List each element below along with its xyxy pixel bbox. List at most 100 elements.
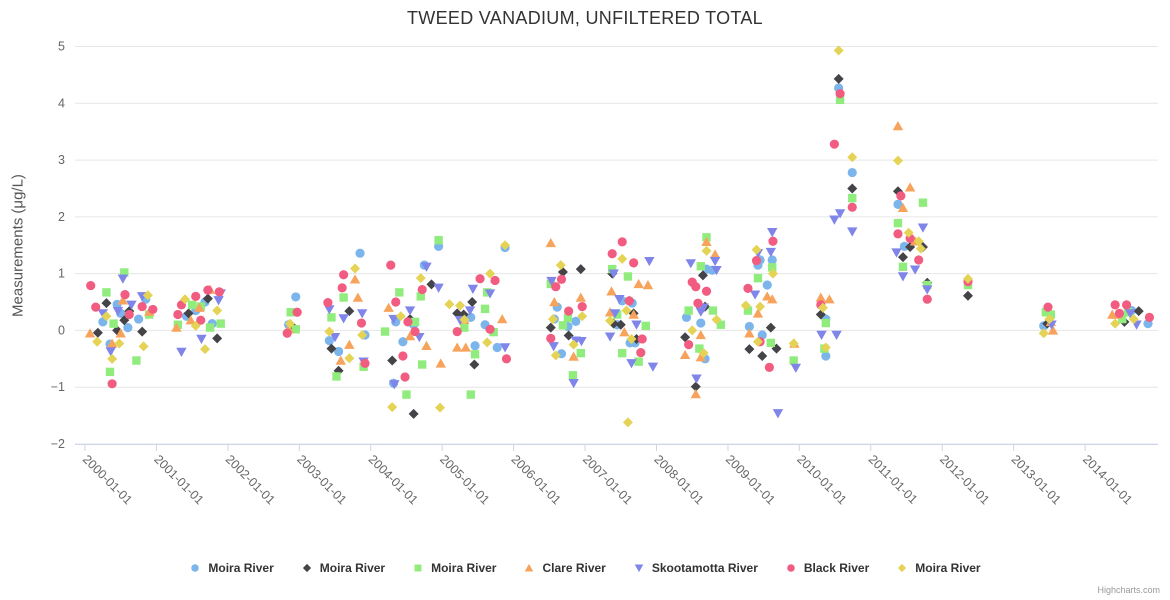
data-point[interactable] — [917, 223, 929, 233]
data-point[interactable] — [408, 408, 419, 419]
data-point[interactable] — [817, 302, 828, 313]
data-point[interactable] — [626, 359, 637, 369]
data-point[interactable] — [698, 348, 709, 359]
data-point[interactable] — [499, 343, 511, 353]
data-point[interactable] — [387, 402, 398, 413]
data-point[interactable] — [344, 306, 355, 317]
data-point[interactable] — [200, 344, 211, 355]
data-point[interactable] — [337, 283, 347, 293]
data-point[interactable] — [398, 337, 408, 347]
data-point[interactable] — [892, 121, 904, 131]
data-point[interactable] — [464, 306, 476, 316]
data-point[interactable] — [622, 417, 633, 428]
data-point[interactable] — [624, 296, 634, 306]
data-point[interactable] — [690, 381, 701, 392]
data-point[interactable] — [634, 564, 644, 573]
legend-item-5[interactable]: Skootamotta River — [633, 561, 758, 575]
data-point[interactable] — [684, 340, 694, 350]
data-point[interactable] — [117, 295, 129, 305]
data-point[interactable] — [816, 330, 827, 340]
data-point[interactable] — [558, 321, 568, 330]
data-point[interactable] — [636, 347, 646, 358]
data-point[interactable] — [137, 326, 148, 337]
data-point[interactable] — [685, 259, 696, 269]
data-point[interactable] — [1144, 312, 1155, 322]
data-point[interactable] — [324, 326, 335, 337]
data-point[interactable] — [350, 263, 361, 274]
data-point[interactable] — [329, 333, 341, 343]
data-point[interactable] — [546, 333, 556, 343]
data-point[interactable] — [709, 249, 721, 259]
data-point[interactable] — [897, 202, 909, 212]
data-point[interactable] — [767, 268, 778, 279]
data-point[interactable] — [86, 280, 96, 291]
data-point[interactable] — [847, 227, 858, 237]
data-point[interactable] — [324, 305, 335, 315]
data-point[interactable] — [356, 318, 367, 328]
data-point[interactable] — [575, 292, 586, 302]
data-point[interactable] — [92, 327, 103, 338]
data-point[interactable] — [386, 260, 396, 270]
data-point[interactable] — [847, 152, 858, 163]
data-point[interactable] — [546, 276, 557, 287]
data-point[interactable] — [1133, 306, 1144, 317]
data-point[interactable] — [821, 318, 831, 328]
data-point[interactable] — [765, 247, 777, 258]
data-point[interactable] — [835, 89, 845, 99]
data-point[interactable] — [213, 296, 224, 306]
data-point[interactable] — [691, 374, 702, 384]
data-point[interactable] — [339, 270, 349, 280]
data-point[interactable] — [617, 253, 628, 264]
data-point[interactable] — [212, 305, 223, 316]
data-point[interactable] — [681, 312, 692, 322]
data-point[interactable] — [556, 274, 567, 284]
data-point[interactable] — [133, 314, 144, 324]
data-point[interactable] — [435, 402, 446, 413]
data-point[interactable] — [132, 356, 141, 365]
data-point[interactable] — [470, 341, 480, 351]
data-point[interactable] — [180, 294, 191, 305]
data-point[interactable] — [410, 326, 420, 337]
data-point[interactable] — [824, 294, 835, 304]
data-point[interactable] — [460, 323, 469, 332]
data-point[interactable] — [696, 262, 705, 271]
data-point[interactable] — [903, 227, 914, 238]
data-point[interactable] — [831, 330, 842, 340]
data-point[interactable] — [391, 297, 401, 307]
data-point[interactable] — [212, 333, 223, 344]
data-point[interactable] — [787, 564, 795, 572]
data-point[interactable] — [292, 307, 302, 317]
data-point[interactable] — [701, 286, 712, 296]
data-point[interactable] — [1047, 325, 1059, 335]
data-point[interactable] — [389, 380, 400, 390]
data-point[interactable] — [833, 45, 844, 56]
data-point[interactable] — [357, 329, 368, 340]
data-point[interactable] — [631, 320, 642, 330]
data-point[interactable] — [708, 306, 718, 315]
data-point[interactable] — [335, 355, 346, 365]
data-point[interactable] — [695, 352, 706, 362]
data-point[interactable] — [475, 274, 485, 284]
data-point[interactable] — [492, 342, 502, 353]
data-point[interactable] — [614, 294, 625, 305]
data-point[interactable] — [338, 314, 349, 324]
data-point[interactable] — [191, 564, 200, 572]
data-point[interactable] — [701, 245, 712, 256]
data-point[interactable] — [711, 266, 722, 276]
data-point[interactable] — [607, 249, 617, 259]
data-point[interactable] — [469, 359, 480, 370]
data-point[interactable] — [1038, 328, 1049, 339]
data-point[interactable] — [1121, 300, 1132, 310]
data-point[interactable] — [214, 287, 224, 297]
data-point[interactable] — [339, 293, 348, 302]
data-point[interactable] — [107, 379, 117, 389]
data-point[interactable] — [695, 307, 706, 317]
data-point[interactable] — [404, 331, 416, 341]
data-point[interactable] — [641, 321, 650, 331]
data-point[interactable] — [898, 563, 907, 573]
data-point[interactable] — [417, 360, 427, 369]
data-point[interactable] — [196, 315, 206, 325]
data-point[interactable] — [548, 342, 559, 352]
data-point[interactable] — [1044, 314, 1055, 325]
data-point[interactable] — [922, 285, 933, 295]
